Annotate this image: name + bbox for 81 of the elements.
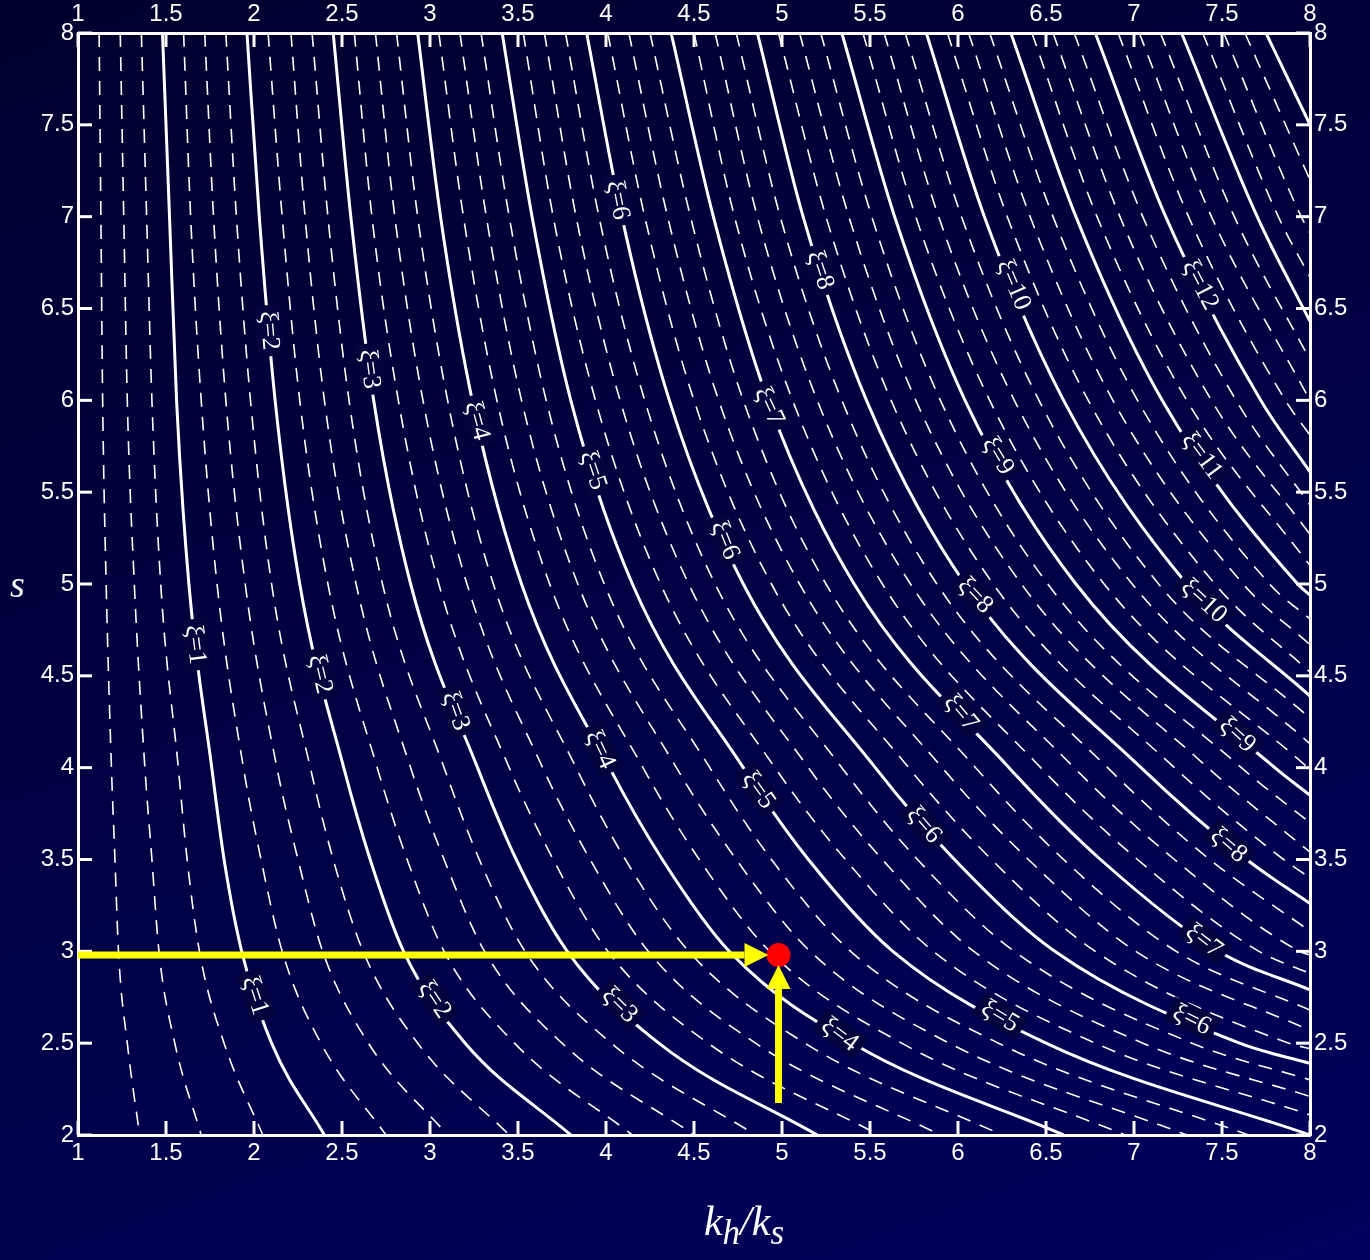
annotation: ξ=8 — [952, 570, 1001, 619]
annotation: ξ=7 — [938, 687, 986, 737]
x2-tick-label: 4 — [599, 0, 613, 27]
annotation: ξ=6 — [901, 799, 949, 849]
x-tick-label: 2 — [247, 1138, 261, 1166]
annotation: ξ=2 — [254, 309, 287, 352]
x2-tick-label: 2.5 — [325, 0, 359, 27]
y-tick-label: 2 — [60, 1119, 74, 1147]
y2-tick-label: 4.5 — [1314, 660, 1348, 688]
y-tick-label: 7.5 — [40, 109, 74, 137]
annotation: ξ=4 — [459, 397, 498, 444]
x-tick-label: 5 — [775, 1138, 789, 1166]
annotation: ξ=1 — [179, 623, 214, 666]
y2-tick-label: 7.5 — [1314, 109, 1348, 137]
annotation: ξ=9 — [1214, 710, 1263, 759]
x2-tick-label: 5 — [775, 0, 789, 27]
annotation: ξ=7 — [748, 381, 792, 430]
y-tick-label: 4 — [60, 752, 74, 780]
x2-tick-label: 4.5 — [677, 0, 711, 27]
annotation: ξ=5 — [574, 446, 615, 494]
y-tick-label: 2.5 — [40, 1027, 74, 1055]
annotation: ξ=5 — [736, 764, 783, 814]
x2-tick-label: 5.5 — [853, 0, 887, 27]
y-tick-label: 7 — [60, 201, 74, 229]
y2-tick-label: 2.5 — [1314, 1027, 1348, 1055]
y2-tick-label: 4 — [1314, 752, 1328, 780]
annotation: ξ=12 — [1176, 254, 1227, 315]
annotation: ξ=8 — [1205, 820, 1254, 869]
annotation: ξ=6 — [1168, 996, 1217, 1041]
x2-tick-label: 7 — [1127, 0, 1141, 27]
x-tick-label: 6 — [951, 1138, 965, 1166]
x2-tick-label: 3 — [423, 0, 437, 27]
y2-tick-label: 6 — [1314, 384, 1328, 412]
annotation: ξ=3 — [354, 347, 388, 391]
annotation: ξ=6 — [705, 516, 748, 564]
x2-tick-label: 7.5 — [1205, 0, 1239, 27]
y2-tick-label: 5 — [1314, 568, 1328, 596]
x2-tick-label: 3.5 — [501, 0, 535, 27]
x-tick-label: 7 — [1127, 1138, 1141, 1166]
x-tick-label: 4.5 — [677, 1138, 711, 1166]
y-tick-label: 3 — [60, 935, 74, 963]
y-tick-label: 5.5 — [40, 476, 74, 504]
annotation: ξ=10 — [991, 254, 1039, 315]
annotation: ξ=4 — [579, 725, 623, 773]
y-tick-label: 3.5 — [40, 844, 74, 872]
x-tick-label: 1.5 — [149, 1138, 183, 1166]
annotation: ξ=1 — [236, 972, 277, 1019]
y2-tick-label: 5.5 — [1314, 476, 1348, 504]
y2-tick-label: 2 — [1314, 1119, 1328, 1147]
y-tick-label: 6 — [60, 384, 74, 412]
annotation: ξ=3 — [596, 979, 645, 1029]
y2-tick-label: 3 — [1314, 935, 1328, 963]
x-tick-label: 3 — [423, 1138, 437, 1166]
y2-tick-label: 3.5 — [1314, 844, 1348, 872]
annotation: ξ=6 — [601, 178, 637, 223]
x-tick-label: 4 — [599, 1138, 613, 1166]
y-tick-label: 8 — [60, 17, 74, 45]
annotation: ξ=9 — [976, 430, 1022, 480]
x-tick-label: 5.5 — [853, 1138, 887, 1166]
annotation: ξ=3 — [436, 687, 478, 734]
x-tick-label: 3.5 — [501, 1138, 535, 1166]
y-tick-label: 5 — [60, 568, 74, 596]
x2-tick-label: 1.5 — [149, 0, 183, 27]
x-tick-label: 7.5 — [1205, 1138, 1239, 1166]
annotation: ξ=5 — [976, 992, 1025, 1038]
y-tick-label: 4.5 — [40, 660, 74, 688]
x-tick-label: 6.5 — [1029, 1138, 1063, 1166]
x2-tick-label: 6.5 — [1029, 0, 1063, 27]
x2-tick-label: 2 — [247, 0, 261, 27]
annotation: ξ=4 — [816, 1010, 865, 1057]
annotation: ξ=8 — [801, 246, 842, 293]
annotation: ξ=2 — [302, 651, 341, 697]
x-tick-label: 2.5 — [325, 1138, 359, 1166]
annotation: ξ=2 — [412, 974, 459, 1024]
x-axis-title: k$_{h}$/k$_{s}$ — [703, 1197, 785, 1254]
y-tick-label: 6.5 — [40, 293, 74, 321]
y-axis-title: s — [10, 562, 25, 606]
x2-tick-label: 6 — [951, 0, 965, 27]
y2-tick-label: 6.5 — [1314, 293, 1348, 321]
annotation: ξ=7 — [1180, 916, 1230, 964]
y2-tick-label: 7 — [1314, 201, 1328, 229]
